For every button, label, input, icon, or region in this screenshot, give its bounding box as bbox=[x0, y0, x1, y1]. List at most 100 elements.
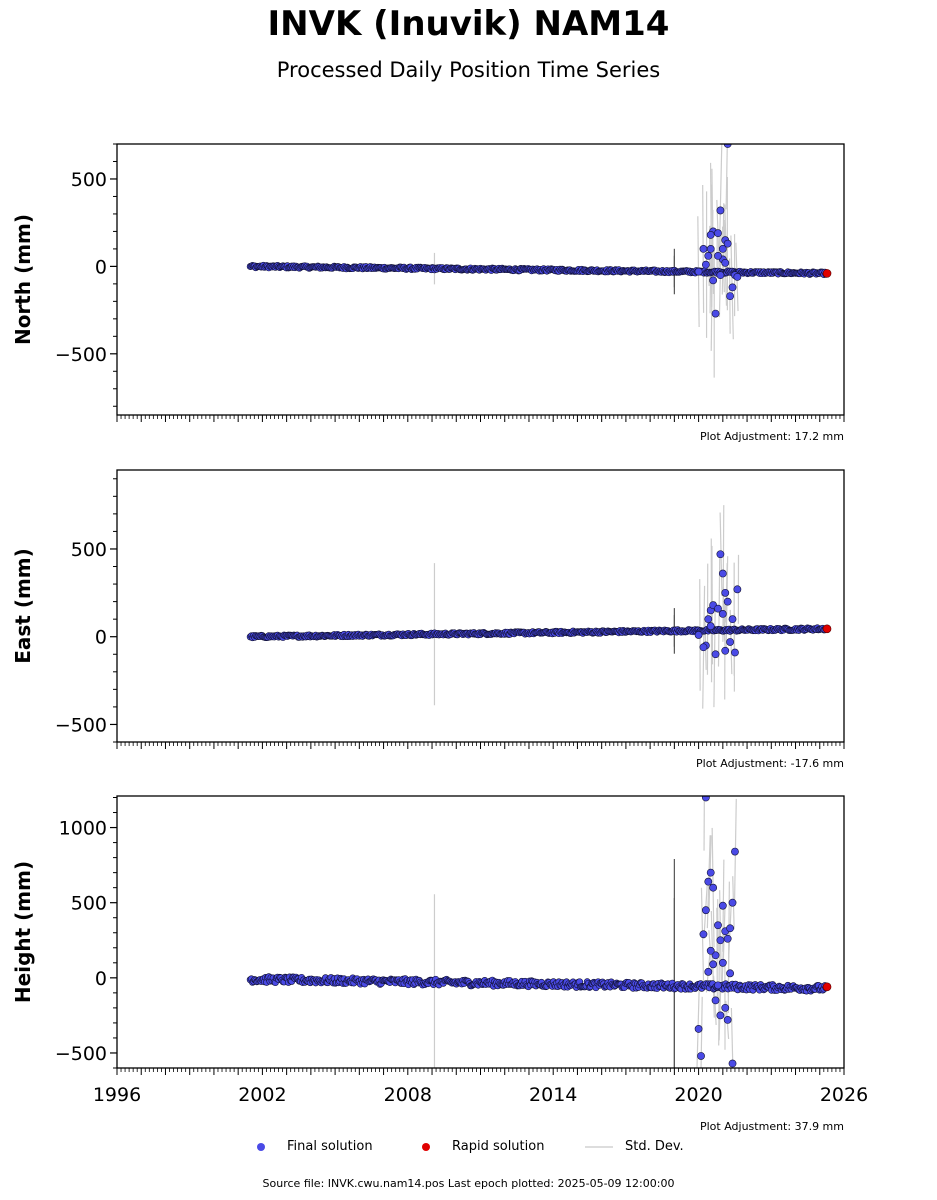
legend-stddev-line bbox=[585, 1146, 613, 1148]
data-point bbox=[723, 239, 732, 248]
legend: Final solution Rapid solution Std. Dev. bbox=[0, 1137, 937, 1159]
data-point bbox=[728, 283, 737, 292]
data-point bbox=[701, 796, 710, 802]
data-point bbox=[709, 276, 718, 285]
y-axis-label: East (mm) bbox=[11, 548, 35, 664]
legend-rapid-label: Rapid solution bbox=[452, 1139, 545, 1154]
data-point bbox=[711, 951, 720, 960]
data-point bbox=[709, 883, 718, 892]
data-point bbox=[726, 292, 735, 301]
data-point bbox=[721, 258, 730, 267]
data-point bbox=[718, 609, 727, 618]
data-point bbox=[694, 267, 703, 276]
data-point bbox=[731, 847, 739, 856]
data-point bbox=[711, 309, 720, 318]
y-tick-label: −500 bbox=[55, 1043, 107, 1065]
data-point bbox=[718, 245, 727, 253]
plot-area-1 bbox=[246, 505, 832, 709]
plot-adjustment-label: Plot Adjustment: -17.6 mm bbox=[696, 757, 844, 770]
y-tick-label: 0 bbox=[95, 256, 107, 278]
x-tick-label: 2008 bbox=[384, 1084, 432, 1106]
data-point bbox=[699, 643, 708, 652]
data-point bbox=[714, 981, 722, 990]
y-tick-label: −500 bbox=[55, 714, 107, 736]
y-tick-label: 500 bbox=[71, 169, 107, 191]
data-point bbox=[721, 588, 730, 597]
data-point bbox=[716, 1011, 725, 1020]
y-axis-label: North (mm) bbox=[11, 214, 35, 345]
data-point bbox=[706, 622, 715, 631]
data-point bbox=[716, 206, 725, 215]
data-point bbox=[699, 245, 708, 253]
data-point bbox=[726, 924, 735, 933]
rapid-point bbox=[822, 982, 832, 992]
footer-source: Source file: INVK.cwu.nam14.pos Last epo… bbox=[262, 1177, 675, 1190]
legend-final-marker bbox=[257, 1143, 265, 1151]
data-point bbox=[706, 946, 715, 955]
data-point bbox=[706, 245, 715, 253]
chart-title: INVK (Inuvik) NAM14 bbox=[267, 4, 670, 44]
data-point bbox=[716, 550, 725, 559]
data-point bbox=[714, 604, 722, 613]
data-point bbox=[694, 1025, 703, 1033]
data-point bbox=[701, 260, 710, 269]
data-point bbox=[718, 958, 727, 967]
data-point bbox=[726, 638, 735, 646]
data-point bbox=[694, 631, 703, 639]
data-point bbox=[711, 650, 720, 659]
data-point bbox=[731, 648, 739, 657]
data-point bbox=[697, 1052, 705, 1060]
data-point bbox=[706, 231, 715, 239]
data-point bbox=[718, 901, 727, 910]
x-tick-label: 2020 bbox=[674, 1084, 722, 1106]
data-point bbox=[728, 898, 737, 907]
data-point bbox=[716, 271, 725, 280]
x-tick-label: 1996 bbox=[93, 1084, 141, 1106]
data-point bbox=[718, 569, 727, 578]
x-tick-label: 2026 bbox=[820, 1084, 868, 1106]
data-point bbox=[723, 597, 732, 606]
data-point bbox=[733, 272, 742, 281]
stddev-bar bbox=[725, 144, 728, 210]
data-point bbox=[716, 936, 725, 945]
data-point bbox=[726, 969, 735, 978]
axes-frame-1 bbox=[116, 469, 845, 743]
plot-adjustment-label: Plot Adjustment: 37.9 mm bbox=[700, 1120, 844, 1133]
legend-rapid-marker bbox=[422, 1143, 430, 1151]
y-tick-label: 500 bbox=[71, 539, 107, 561]
x-tick-label: 2002 bbox=[238, 1084, 286, 1106]
data-point bbox=[714, 251, 722, 260]
plot-area-2 bbox=[246, 796, 832, 1068]
rapid-point bbox=[822, 269, 832, 278]
data-point bbox=[699, 930, 708, 939]
chart-subtitle: Processed Daily Position Time Series bbox=[276, 58, 661, 82]
rapid-point bbox=[822, 624, 832, 634]
data-point bbox=[701, 906, 710, 915]
data-point bbox=[733, 585, 742, 594]
data-point bbox=[704, 615, 713, 624]
y-tick-label: 0 bbox=[95, 968, 107, 990]
y-tick-label: 1000 bbox=[59, 818, 107, 840]
y-axis-label: Height (mm) bbox=[11, 861, 35, 1003]
data-point bbox=[711, 996, 720, 1005]
legend-stddev-label: Std. Dev. bbox=[625, 1139, 684, 1154]
data-point bbox=[723, 934, 732, 943]
data-point bbox=[706, 868, 715, 877]
data-point bbox=[723, 1016, 732, 1024]
y-tick-label: −500 bbox=[55, 344, 107, 366]
legend-final-label: Final solution bbox=[287, 1139, 373, 1154]
data-point bbox=[714, 921, 722, 930]
plot-adjustment-label: Plot Adjustment: 17.2 mm bbox=[700, 430, 844, 443]
data-point bbox=[704, 251, 713, 260]
data-point bbox=[704, 967, 713, 976]
data-point bbox=[728, 1059, 737, 1068]
axes-frame-2 bbox=[116, 795, 845, 1069]
y-tick-label: 500 bbox=[71, 893, 107, 915]
plot-area-0 bbox=[246, 144, 832, 378]
data-point bbox=[704, 877, 713, 886]
data-point bbox=[714, 229, 722, 238]
data-point bbox=[723, 144, 732, 148]
data-point bbox=[728, 615, 737, 624]
y-tick-label: 0 bbox=[95, 627, 107, 649]
